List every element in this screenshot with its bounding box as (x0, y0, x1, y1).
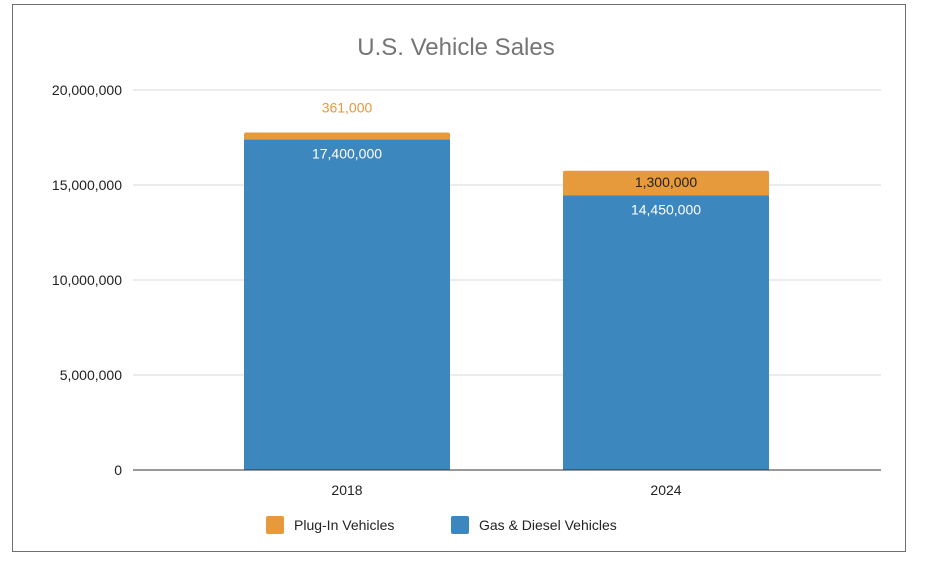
legend: Plug-In Vehicles Gas & Diesel Vehicles (266, 516, 617, 534)
legend-swatch-plug-in (266, 516, 284, 534)
bar-plug-in-2018 (244, 132, 450, 140)
y-tick-label: 5,000,000 (60, 367, 122, 383)
y-tick-label: 20,000,000 (52, 82, 122, 98)
x-tick-label: 2018 (331, 482, 362, 498)
label-gas-diesel-2024: 14,450,000 (631, 201, 701, 217)
bar-plug-in-2024 (563, 170, 769, 196)
y-tick-label: 15,000,000 (52, 177, 122, 193)
bar-gas-diesel-2024 (563, 195, 769, 470)
axes: 0 5,000,000 10,000,000 15,000,000 20,000,000… (52, 82, 881, 498)
y-tick-label: 10,000,000 (52, 272, 122, 288)
y-tick-label: 0 (114, 462, 122, 478)
x-tick-label: 2024 (650, 482, 681, 498)
chart-title: U.S. Vehicle Sales (357, 34, 554, 61)
label-plug-in-2018: 361,000 (322, 100, 373, 116)
bar-gas-diesel-2018 (244, 139, 450, 470)
legend-label-plug-in: Plug-In Vehicles (294, 517, 394, 533)
bars (244, 132, 769, 470)
label-gas-diesel-2018: 17,400,000 (312, 145, 382, 161)
legend-swatch-gas-diesel (451, 516, 469, 534)
label-plug-in-2024: 1,300,000 (635, 174, 697, 190)
legend-label-gas-diesel: Gas & Diesel Vehicles (479, 517, 617, 533)
data-labels: 17,400,000 361,000 14,450,000 1,300,000 (312, 100, 701, 218)
